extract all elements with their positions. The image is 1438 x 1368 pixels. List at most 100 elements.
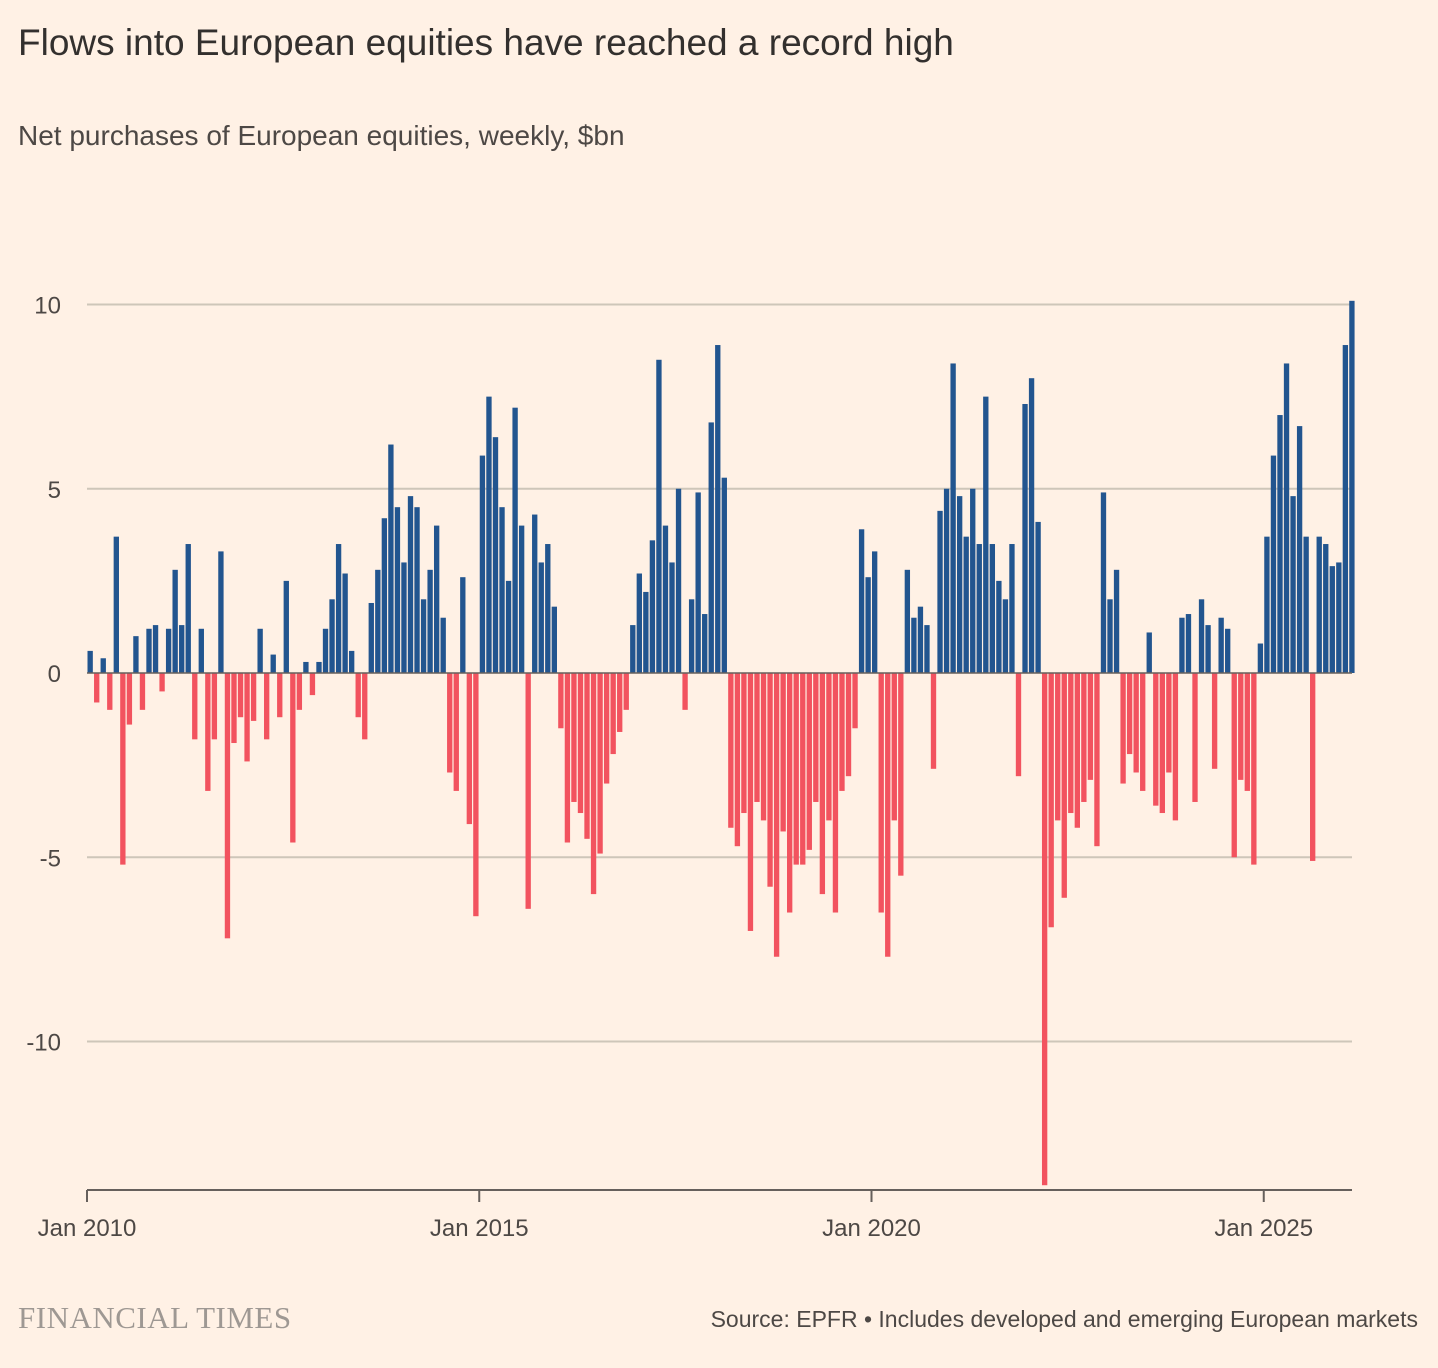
bar [427,569,433,673]
bar [277,673,283,718]
bar [675,488,682,673]
bar [636,573,642,673]
bar [1015,673,1022,777]
bar [800,673,806,865]
bar [983,396,989,673]
bar [1342,345,1349,673]
bar [773,673,780,957]
bar [662,525,669,673]
bar [1218,617,1224,673]
bar [1283,363,1290,673]
bar [1166,673,1172,773]
bar [1310,673,1316,861]
bar [335,544,342,673]
bar [630,625,636,673]
bar [433,525,440,673]
bar [1198,599,1205,673]
bar [597,673,603,854]
bar [466,673,473,825]
bar [760,673,767,821]
bar [577,673,584,814]
bar [1081,673,1087,802]
bar [728,673,734,828]
x-tick-label: Jan 2010 [38,1215,137,1242]
y-tick-label: 10 [34,293,61,320]
bar [943,488,950,673]
x-tick-label: Jan 2025 [1214,1215,1313,1242]
bar [1296,426,1303,673]
bar [970,488,976,673]
bar [898,673,904,876]
bar [290,673,296,843]
bar [904,569,911,673]
bar [584,673,590,839]
bar [94,673,100,703]
y-tick-label: -5 [40,845,61,872]
bar [492,437,499,673]
ft-logo: FINANCIAL TIMES [18,1300,292,1335]
bar [303,661,309,673]
bar [1323,544,1329,673]
bar [891,673,897,821]
bar [107,673,113,710]
bar [1349,300,1355,673]
bar [100,658,106,673]
bar [152,625,159,673]
bar [375,569,381,673]
bar [551,606,557,673]
bar [532,514,538,673]
bar [1120,673,1126,784]
bar [721,477,727,673]
bar [283,580,289,673]
bar [322,628,329,673]
y-tick-label: 0 [48,661,61,688]
bar [682,673,688,710]
bar [956,496,963,673]
bar [1205,625,1211,673]
bar [270,654,276,673]
bar [1244,673,1250,791]
bar [1028,378,1035,673]
bar [793,673,799,865]
x-tick-label: Jan 2015 [430,1215,529,1242]
bar [1048,673,1054,928]
bar [1055,673,1061,821]
bar [1146,632,1152,673]
bar [486,396,492,673]
bar [394,507,401,673]
bar [1211,673,1218,769]
bar [505,580,512,673]
bar [806,673,812,850]
bar [244,673,250,762]
bar [702,614,708,673]
bar [460,577,466,673]
bar [708,422,714,673]
bar [989,544,996,673]
bar [349,650,355,673]
bar [1140,673,1146,791]
bar [1068,673,1074,814]
bar [179,625,185,673]
bar [237,673,244,718]
bar [296,673,303,710]
bar [858,529,865,673]
bar [205,673,211,791]
bar [1074,673,1080,828]
bar [1251,673,1257,865]
bar [257,628,263,673]
bar [1022,403,1028,673]
bar [963,536,969,673]
bar [1329,566,1335,673]
bar [826,673,832,821]
bar [1270,455,1277,673]
bar [996,580,1002,673]
bar [878,673,884,913]
bar [309,673,316,696]
bar [885,673,891,957]
bar [734,673,741,847]
bar [930,673,937,769]
bar [924,625,930,673]
bar [440,617,446,673]
bar [715,345,721,673]
bar [518,525,525,673]
